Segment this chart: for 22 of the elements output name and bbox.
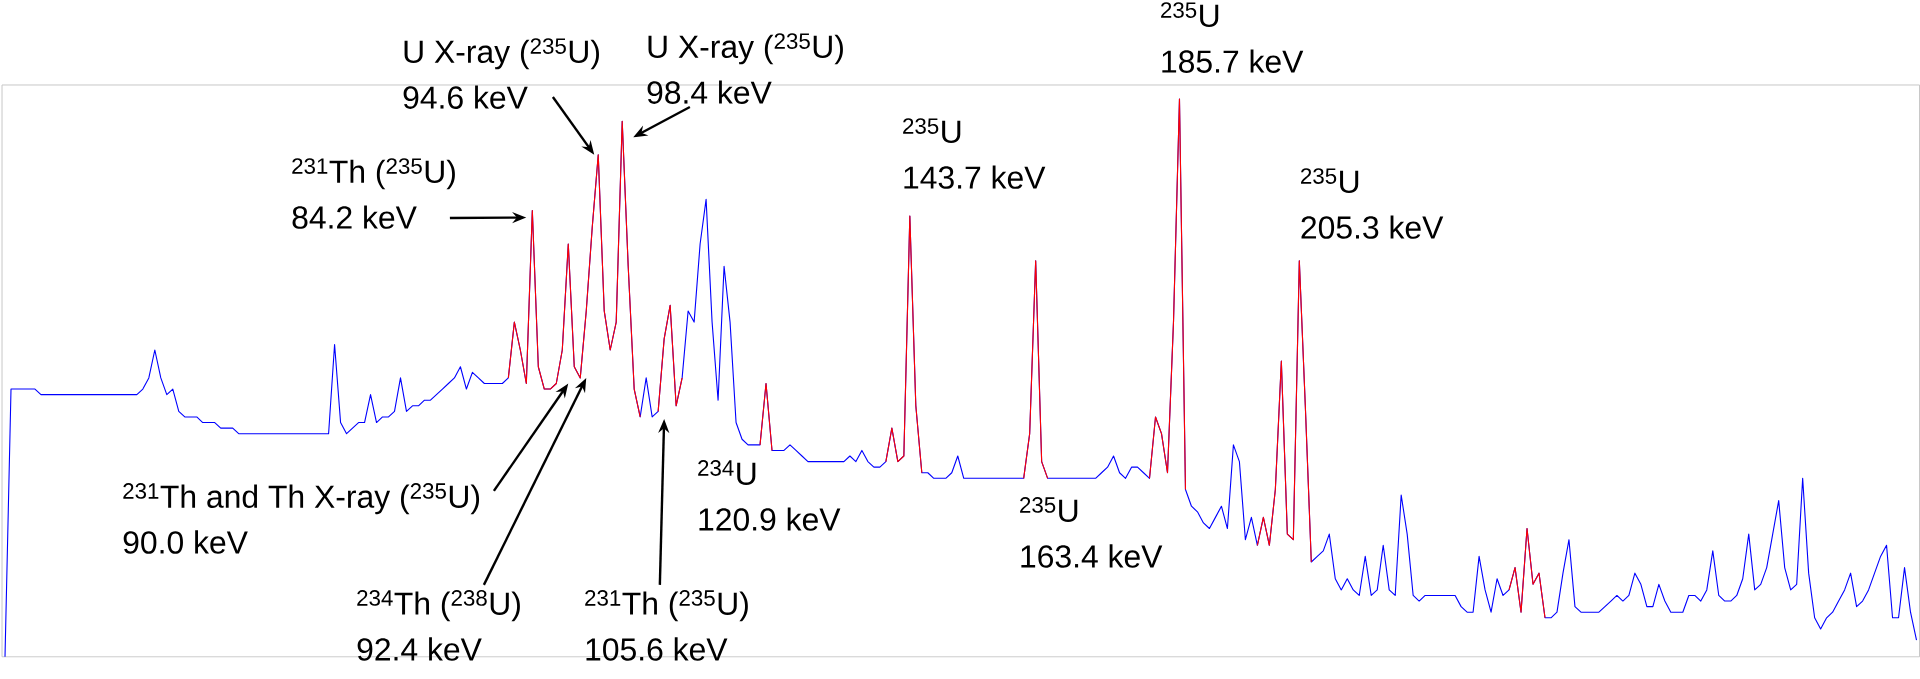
- annotation: $^{235}$U: [1301, 168, 1359, 194]
- annotation: 98.4 keV: [647, 80, 772, 104]
- annotation: 205.3 keV: [1301, 215, 1444, 239]
- annotation: 94.6 keV: [403, 85, 528, 109]
- text: 185.7 keV: [1162, 49, 1304, 73]
- text: $^{235}$U: [1161, 2, 1219, 28]
- annotation: $^{231}$Th ($^{235}$U): [585, 590, 748, 622]
- annotation: $^{231}$Th ($^{235}$U): [292, 158, 455, 190]
- annotation: $^{234}$Th ($^{238}$U): [357, 590, 520, 622]
- annotation: $^{234}$U: [698, 460, 756, 486]
- annotation: $^{235}$U: [1020, 497, 1078, 523]
- annotation: $^{235}$U: [903, 118, 961, 144]
- annotation: 90.0 keV: [123, 530, 248, 554]
- annotation: 92.4 keV: [357, 637, 482, 661]
- annotation: $^{231}$Th and Th X-ray ($^{235}$U): [123, 483, 480, 515]
- annotation: 120.9 keV: [699, 507, 841, 531]
- text: U X-ray ($^{235}$U): [404, 38, 599, 70]
- annotation: 105.6 keV: [586, 637, 728, 661]
- annotation: 143.7 keV: [904, 165, 1046, 189]
- annotation: 84.2 keV: [292, 205, 417, 229]
- text: U X-ray ($^{235}$U): [648, 33, 843, 65]
- annotation: 163.4 keV: [1021, 544, 1163, 568]
